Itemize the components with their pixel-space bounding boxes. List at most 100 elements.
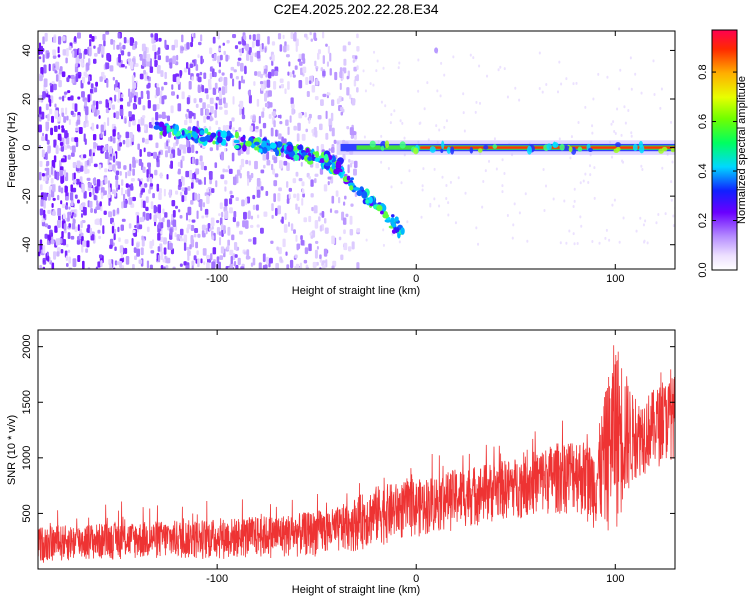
heatmap-cell: [108, 211, 112, 218]
heatmap-cell: [341, 97, 344, 102]
heatmap-cell: [243, 211, 247, 220]
heatmap-cell: [310, 193, 314, 198]
heatmap-cell: [65, 255, 68, 262]
heatmap-cell: [111, 104, 116, 110]
heatmap-cell: [661, 166, 664, 170]
heatmap-cell: [196, 250, 199, 256]
heatmap-cell: [325, 132, 329, 140]
heatmap-cell: [115, 111, 120, 120]
heatmap-cell: [268, 257, 273, 264]
heatmap-cell: [133, 95, 137, 103]
heatmap-cell: [216, 136, 223, 144]
heatmap-cell: [50, 115, 54, 123]
heatmap-cell: [305, 266, 310, 269]
heatmap-cell: [88, 47, 92, 57]
heatmap-cell: [629, 56, 632, 60]
heatmap-cell: [271, 163, 274, 171]
heatmap-cell: [60, 158, 65, 163]
heatmap-cell: [333, 168, 340, 175]
heatmap-cell: [42, 132, 45, 137]
heatmap-cell: [226, 130, 231, 137]
heatmap-cell: [145, 196, 149, 203]
heatmap-cell: [307, 156, 313, 162]
heatmap-cell: [240, 266, 245, 269]
heatmap-cell: [115, 79, 118, 87]
heatmap-cell: [77, 74, 81, 79]
heatmap-cell: [296, 133, 300, 142]
heatmap-cell: [283, 160, 288, 166]
heatmap-cell: [212, 87, 217, 95]
heatmap-cell: [180, 159, 183, 169]
heatmap-cell: [279, 44, 283, 52]
heatmap-cell: [474, 110, 477, 114]
heatmap-cell: [206, 94, 209, 100]
heatmap-cell: [197, 76, 202, 83]
heatmap-cell: [286, 44, 290, 51]
heatmap-cell: [246, 255, 251, 260]
heatmap-cell: [426, 81, 429, 85]
heatmap-cell: [150, 33, 154, 38]
spectrogram-ytick-label: -40: [21, 237, 33, 253]
heatmap-cell: [382, 66, 385, 70]
heatmap-cell: [65, 137, 70, 145]
colorbar-ticks: 0.0 0.2 0.4 0.6 0.8: [697, 64, 737, 278]
heatmap-cell: [380, 160, 383, 164]
heatmap-cell: [277, 205, 282, 215]
heatmap-cell: [70, 235, 75, 240]
heatmap-cell: [670, 147, 675, 153]
heatmap-cell: [342, 45, 347, 52]
heatmap-cell: [261, 111, 265, 118]
heatmap-cell: [162, 208, 165, 214]
heatmap-cell: [613, 129, 616, 133]
heatmap-cell: [315, 67, 318, 72]
heatmap-cell: [323, 184, 328, 192]
spectrogram-ytick-label: -20: [21, 188, 33, 204]
heatmap-cell: [127, 188, 131, 197]
heatmap-cell: [187, 186, 191, 191]
heatmap-cell: [127, 58, 132, 62]
heatmap-cell: [53, 209, 56, 216]
heatmap-cell: [120, 187, 124, 196]
heatmap-cell: [146, 90, 150, 100]
heatmap-cell: [264, 264, 268, 269]
heatmap-cell: [178, 209, 181, 213]
heatmap-cell: [103, 40, 106, 47]
heatmap-cell: [278, 160, 283, 169]
heatmap-cell: [66, 77, 70, 83]
heatmap-cell: [197, 233, 201, 238]
heatmap-cell: [315, 78, 319, 86]
heatmap-cell: [200, 258, 203, 264]
heatmap-cell: [559, 241, 562, 245]
heatmap-cell: [132, 168, 135, 176]
heatmap-cell: [92, 134, 97, 141]
heatmap-cell: [70, 95, 74, 101]
heatmap-cell: [356, 74, 359, 82]
heatmap-cell: [345, 213, 349, 218]
heatmap-cell: [280, 152, 284, 158]
heatmap-cell: [193, 98, 197, 104]
heatmap-cell: [160, 264, 164, 269]
heatmap-cell: [495, 167, 498, 171]
heatmap-cell: [112, 76, 115, 81]
heatmap-cell: [224, 109, 228, 115]
heatmap-cell: [584, 105, 587, 109]
heatmap-cell: [279, 120, 283, 125]
heatmap-cell: [158, 151, 161, 155]
heatmap-cell: [301, 188, 305, 195]
heatmap-cell: [356, 33, 359, 39]
heatmap-cell: [640, 91, 643, 95]
heatmap-cell: [351, 54, 356, 59]
heatmap-cell: [526, 145, 532, 155]
heatmap-cell: [146, 75, 150, 80]
heatmap-cell: [271, 203, 274, 212]
heatmap-cell: [346, 125, 350, 130]
heatmap-cell: [96, 109, 100, 115]
heatmap-cell: [241, 47, 244, 54]
spectrogram-ylabel: Frequency (Hz): [6, 112, 18, 188]
heatmap-cell: [241, 114, 246, 120]
heatmap-cell: [439, 94, 442, 98]
heatmap-cell: [236, 61, 240, 67]
heatmap-cell: [185, 115, 188, 120]
heatmap-cell: [542, 168, 545, 172]
heatmap-cell: [100, 192, 104, 200]
